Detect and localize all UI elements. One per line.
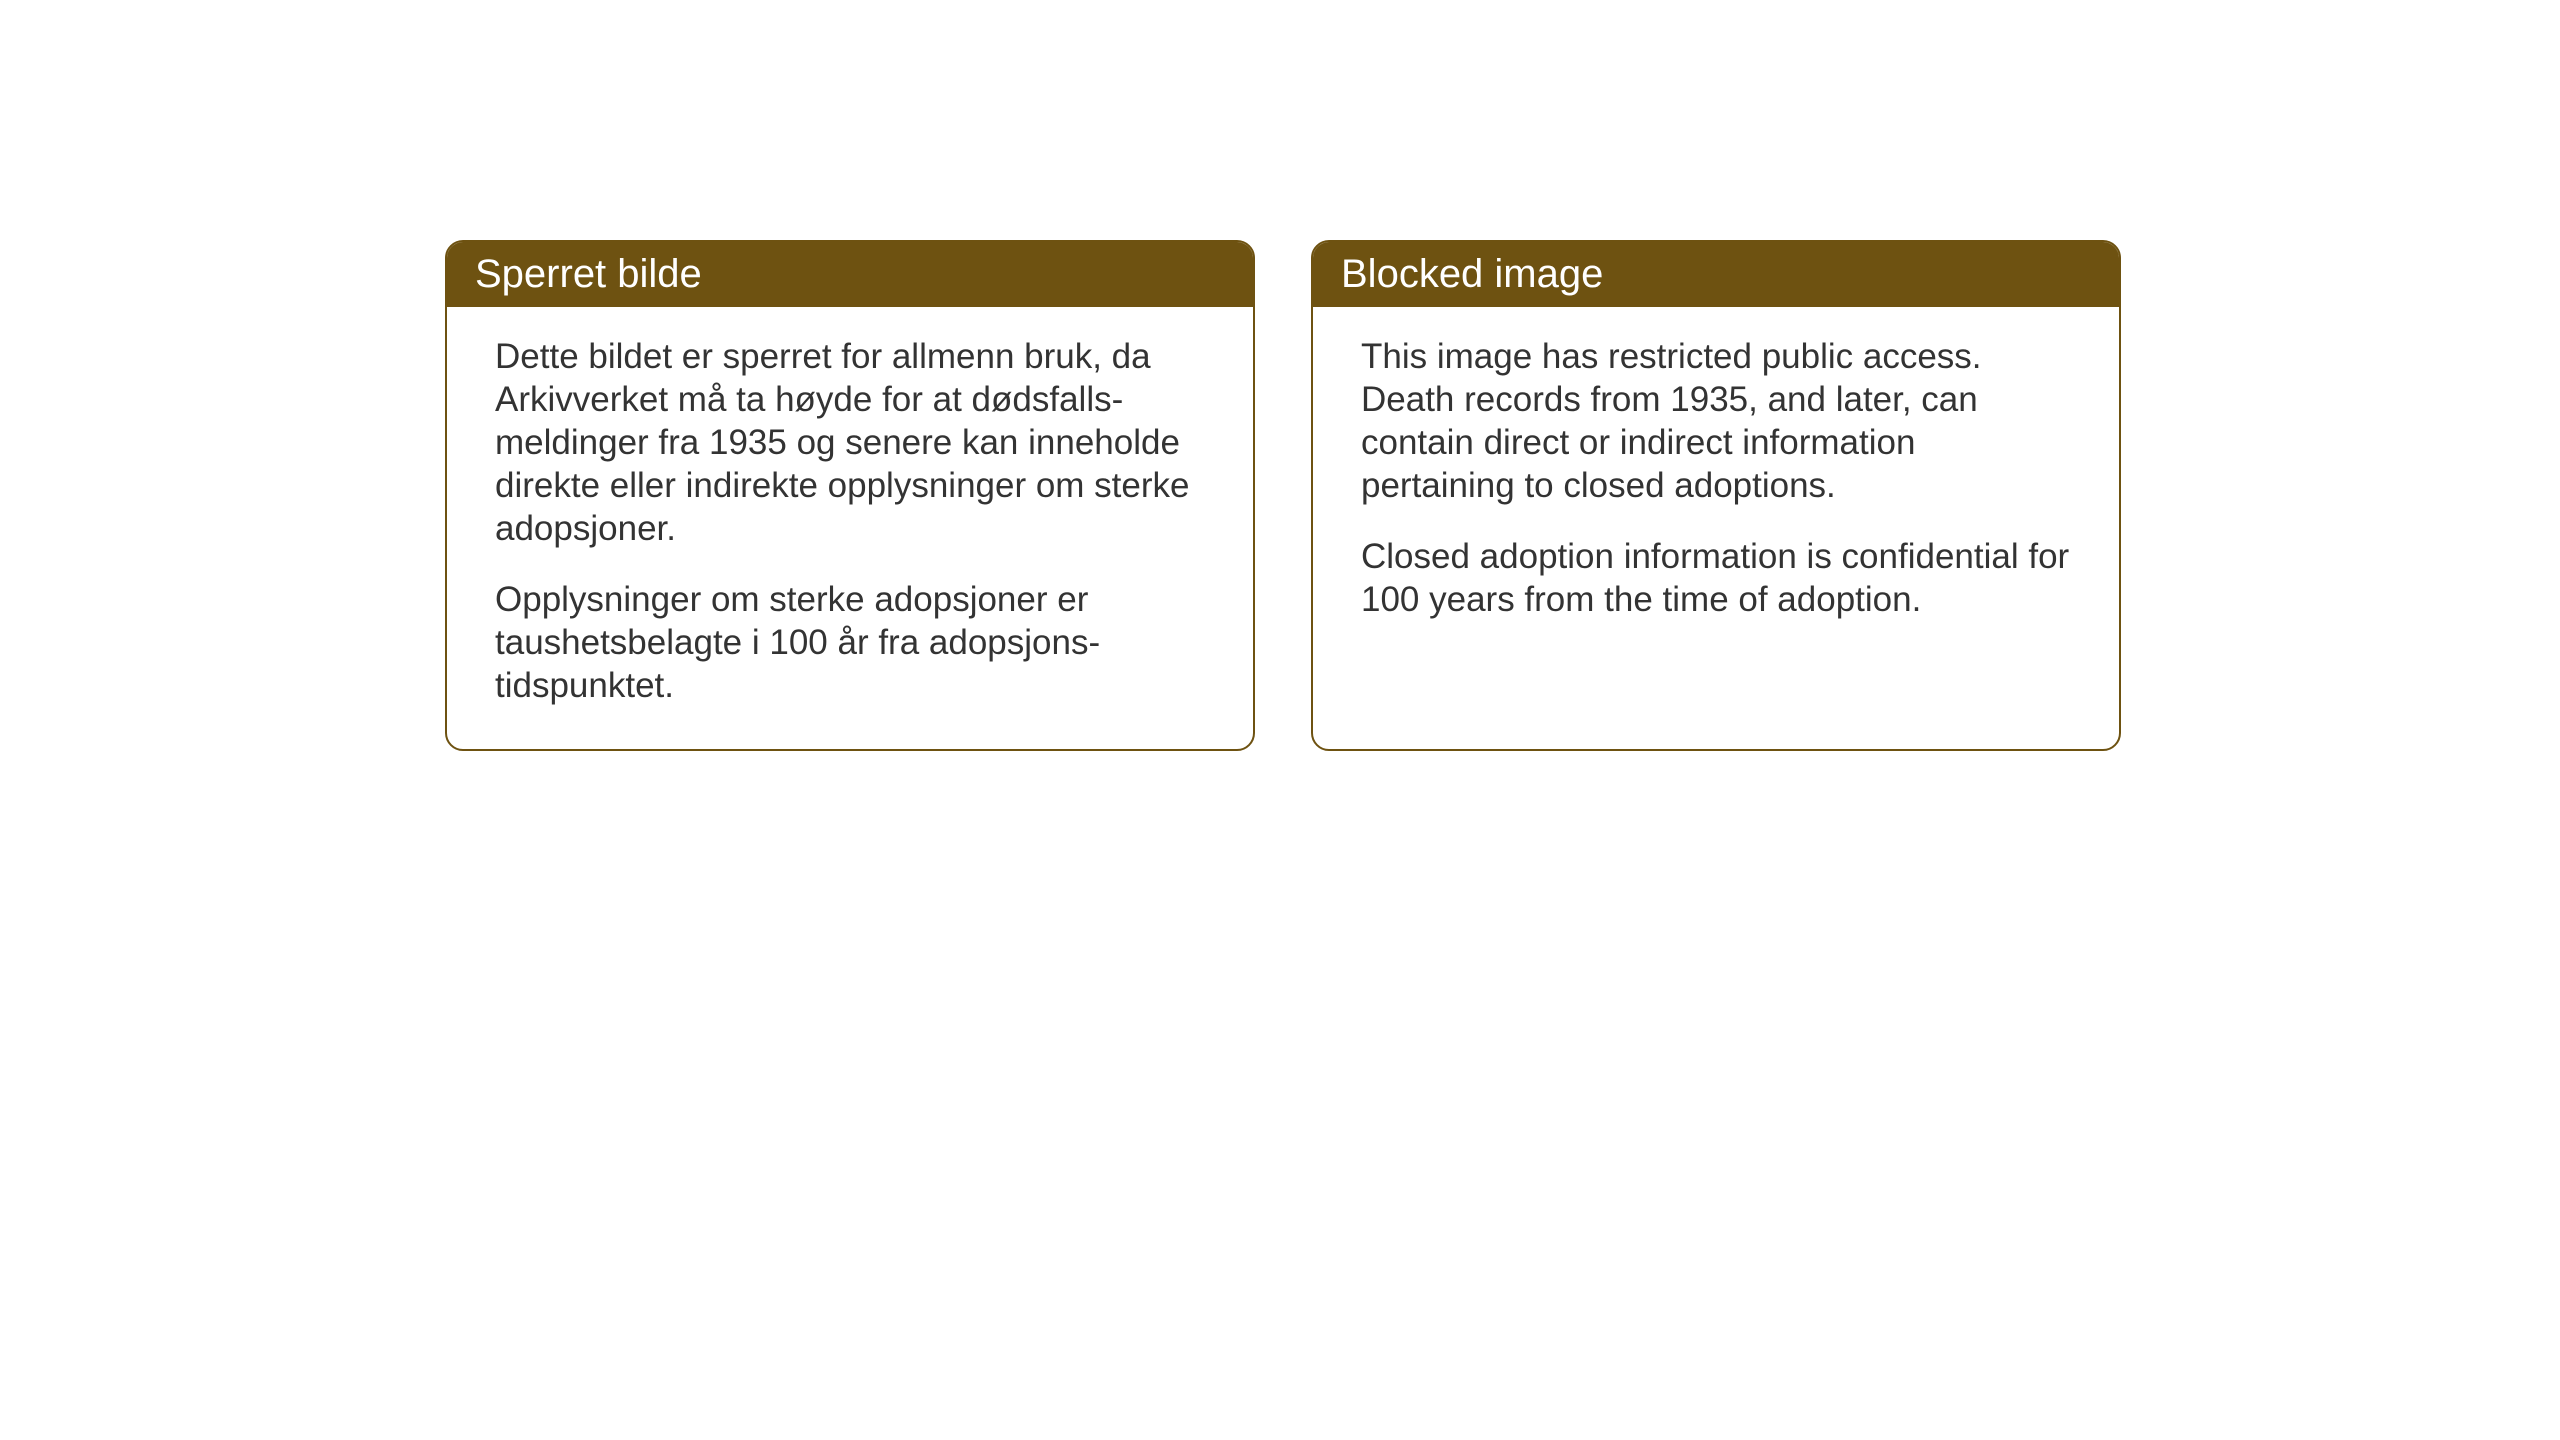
card-body-norwegian: Dette bildet er sperret for allmenn bruk… <box>447 307 1253 747</box>
card-paragraph-2-norwegian: Opplysninger om sterke adopsjoner er tau… <box>495 578 1205 707</box>
notice-cards-container: Sperret bilde Dette bildet er sperret fo… <box>445 240 2121 751</box>
notice-card-norwegian: Sperret bilde Dette bildet er sperret fo… <box>445 240 1255 751</box>
card-title-norwegian: Sperret bilde <box>475 252 702 296</box>
card-header-norwegian: Sperret bilde <box>447 242 1253 307</box>
notice-card-english: Blocked image This image has restricted … <box>1311 240 2121 751</box>
card-header-english: Blocked image <box>1313 242 2119 307</box>
card-paragraph-1-english: This image has restricted public access.… <box>1361 335 2071 507</box>
card-title-english: Blocked image <box>1341 252 1603 296</box>
card-body-english: This image has restricted public access.… <box>1313 307 2119 661</box>
card-paragraph-2-english: Closed adoption information is confident… <box>1361 535 2071 621</box>
card-paragraph-1-norwegian: Dette bildet er sperret for allmenn bruk… <box>495 335 1205 550</box>
